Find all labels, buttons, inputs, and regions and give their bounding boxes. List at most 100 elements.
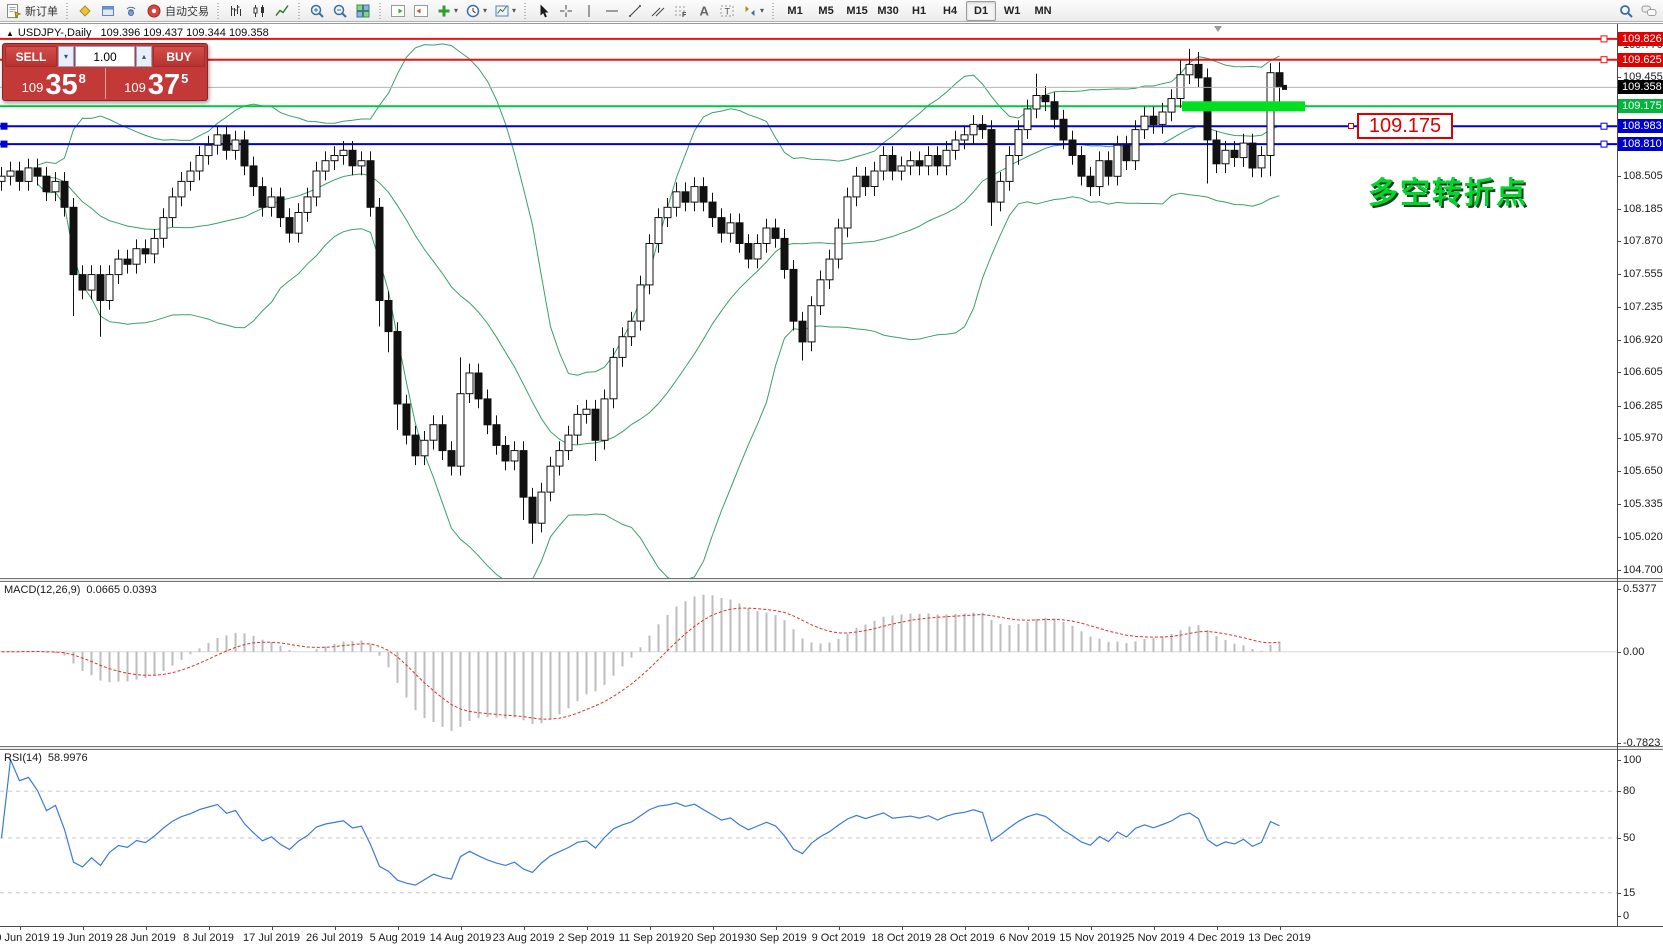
candle-body[interactable] — [267, 196, 276, 208]
candle-body[interactable] — [978, 123, 987, 131]
candle-body[interactable] — [357, 160, 366, 167]
new-order-button[interactable]: 新订单 — [3, 1, 61, 21]
rsi-pane[interactable] — [0, 750, 1617, 926]
timeframe-m1-button[interactable]: M1 — [787, 4, 803, 17]
candle-body[interactable] — [1140, 115, 1149, 131]
candle-body[interactable] — [1167, 98, 1176, 113]
candle-body[interactable] — [627, 320, 636, 338]
candle-body[interactable] — [753, 243, 762, 260]
candle-body[interactable] — [195, 155, 204, 172]
candle-body[interactable] — [438, 424, 447, 452]
candle-body[interactable] — [996, 180, 1005, 203]
candle-body[interactable] — [591, 408, 600, 441]
candle-body[interactable] — [231, 139, 240, 151]
chevron-down-icon[interactable]: ▾ — [454, 6, 459, 15]
candle-body[interactable] — [879, 155, 888, 172]
candle-body[interactable] — [636, 284, 645, 322]
timeframe-h4-button[interactable]: H4 — [943, 4, 958, 17]
chat-button[interactable] — [1638, 1, 1660, 21]
candle-body[interactable] — [942, 149, 951, 167]
candle-body[interactable] — [888, 155, 897, 172]
bar-chart-button[interactable] — [225, 1, 247, 21]
candle-body[interactable] — [492, 424, 501, 446]
candle-body[interactable] — [447, 450, 456, 467]
candle-body[interactable] — [87, 274, 96, 291]
candle-body[interactable] — [546, 465, 555, 493]
candle-body[interactable] — [672, 191, 681, 208]
candle-body[interactable] — [339, 149, 348, 157]
candle-body[interactable] — [6, 170, 15, 177]
thick-level-segment[interactable] — [1182, 101, 1305, 112]
candle-body[interactable] — [708, 201, 717, 219]
arrows-tool-button[interactable]: ▾ — [739, 1, 767, 21]
candle-body[interactable] — [474, 372, 483, 400]
candle-body[interactable] — [906, 160, 915, 167]
candle-body[interactable] — [168, 196, 177, 219]
tile-windows-button[interactable] — [352, 1, 374, 21]
candle-body[interactable] — [204, 144, 213, 157]
candle-body[interactable] — [276, 196, 285, 219]
market-watch-button[interactable] — [74, 1, 96, 21]
vertical-line-tool-button[interactable] — [578, 1, 600, 21]
candle-body[interactable] — [771, 227, 780, 239]
price-level-float-label[interactable]: 109.175 — [1357, 113, 1453, 139]
candle-body[interactable] — [1158, 111, 1167, 125]
periods-button[interactable]: ▾ — [462, 1, 490, 21]
timeframe-m30-button[interactable]: M30 — [877, 4, 899, 17]
candle-body[interactable] — [537, 491, 546, 524]
candle-body[interactable] — [762, 227, 771, 244]
candle-body[interactable] — [96, 274, 105, 302]
candle-body[interactable] — [897, 165, 906, 172]
candle-body[interactable] — [321, 160, 330, 172]
candle-body[interactable] — [582, 408, 591, 415]
timeframe-m5-button[interactable]: M5 — [818, 4, 834, 17]
candle-body[interactable] — [105, 274, 114, 302]
candle-body[interactable] — [1068, 139, 1077, 156]
candle-body[interactable] — [384, 300, 393, 333]
candle-body[interactable] — [1032, 95, 1041, 110]
main-price-pane[interactable] — [0, 24, 1617, 578]
candle-body[interactable] — [852, 175, 861, 198]
candle-body[interactable] — [1185, 63, 1194, 76]
candle-body[interactable] — [15, 170, 24, 182]
line-handle[interactable] — [1600, 122, 1608, 130]
terminal-button[interactable] — [120, 1, 142, 21]
candle-body[interactable] — [915, 160, 924, 167]
pane-splitter[interactable] — [0, 578, 1663, 582]
candle-body[interactable] — [834, 227, 843, 260]
candle-body[interactable] — [1086, 175, 1095, 188]
candle-body[interactable] — [1212, 139, 1221, 165]
candle-body[interactable] — [483, 398, 492, 426]
zoom-out-button[interactable] — [329, 1, 351, 21]
chevron-down-icon[interactable]: ▾ — [483, 6, 488, 15]
candle-body[interactable] — [1239, 142, 1248, 159]
candle-body[interactable] — [141, 248, 150, 255]
line-handle[interactable] — [1600, 35, 1608, 43]
candle-body[interactable] — [501, 445, 510, 462]
candlestick-chart-button[interactable] — [248, 1, 270, 21]
timeframe-mn-button[interactable]: MN — [1034, 4, 1052, 17]
candle-body[interactable] — [240, 139, 249, 167]
candle-body[interactable] — [690, 186, 699, 203]
candle-body[interactable] — [987, 129, 996, 203]
candle-body[interactable] — [510, 450, 519, 462]
crosshair-tool-button[interactable] — [555, 1, 577, 21]
candle-body[interactable] — [789, 268, 798, 322]
candle-body[interactable] — [1050, 101, 1059, 120]
candle-body[interactable] — [1122, 144, 1131, 162]
candle-body[interactable] — [600, 398, 609, 441]
text-tool-button[interactable]: A — [693, 1, 715, 21]
candle-body[interactable] — [1248, 142, 1257, 169]
search-button[interactable] — [1615, 1, 1637, 21]
chevron-down-icon[interactable]: ▾ — [512, 6, 517, 15]
candle-body[interactable] — [1023, 108, 1032, 131]
candle-body[interactable] — [726, 222, 735, 234]
candle-body[interactable] — [348, 149, 357, 167]
candle-body[interactable] — [573, 413, 582, 436]
candle-body[interactable] — [69, 206, 78, 276]
candle-body[interactable] — [249, 165, 258, 188]
candle-body[interactable] — [1149, 115, 1158, 125]
candle-body[interactable] — [960, 134, 969, 141]
line-handle[interactable] — [1600, 56, 1608, 64]
